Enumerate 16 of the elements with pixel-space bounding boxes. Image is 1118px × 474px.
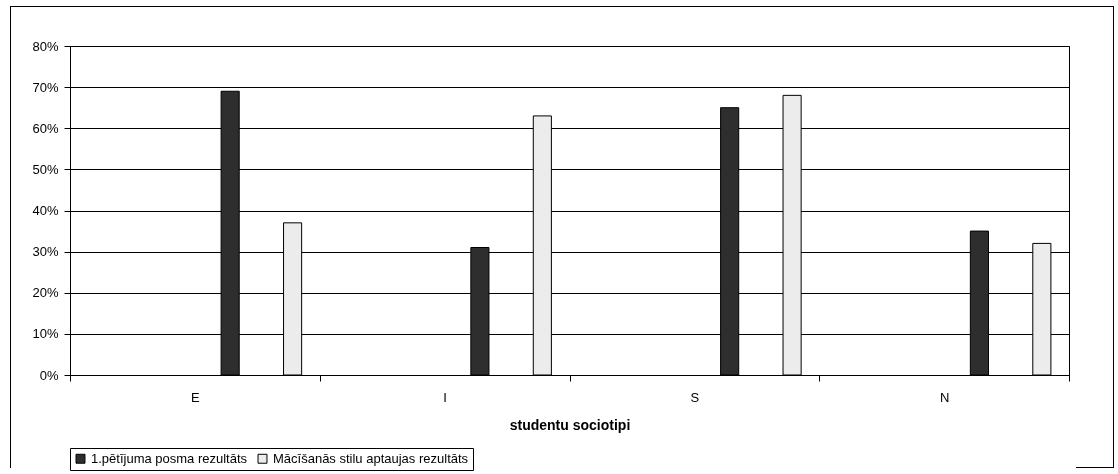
y-tick-label: 70% bbox=[32, 79, 59, 95]
y-tick-label: 10% bbox=[32, 326, 59, 342]
y-tick-label: 50% bbox=[32, 161, 59, 177]
legend-label: 1.pētījuma posma rezultāts bbox=[91, 450, 248, 466]
y-tick-label: 30% bbox=[32, 244, 59, 260]
y-tick-label: 60% bbox=[32, 120, 59, 136]
x-tick-label: N bbox=[939, 389, 950, 405]
y-tick-label: 20% bbox=[32, 285, 59, 301]
y-tick-label: 80% bbox=[32, 38, 59, 54]
legend-label: Mācīšanās stilu aptaujas rezultāts bbox=[273, 450, 469, 466]
x-axis-title: studentu sociotipi bbox=[509, 416, 631, 433]
x-tick-label: S bbox=[690, 389, 700, 405]
y-tick-label: 40% bbox=[32, 203, 59, 218]
y-tick-label: 0% bbox=[39, 367, 59, 383]
x-tick-label: E bbox=[191, 389, 201, 405]
x-tick-label: I bbox=[443, 389, 447, 405]
